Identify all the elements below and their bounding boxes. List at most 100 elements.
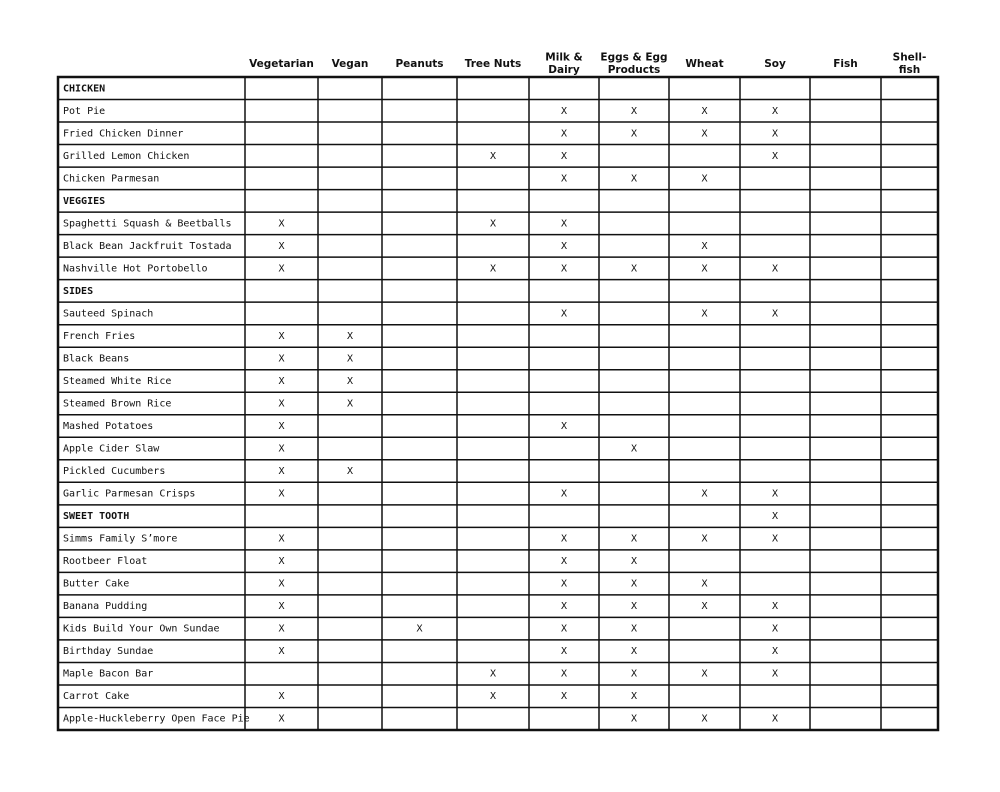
cell-mark: X [772, 646, 778, 657]
cell-mark: X [631, 601, 637, 612]
cell-mark: X [772, 601, 778, 612]
cell-mark: X [631, 534, 637, 545]
cell-mark: X [701, 669, 707, 680]
cell-mark: X [701, 534, 707, 545]
item-label: Pickled Cucumbers [63, 466, 165, 477]
cell-mark: X [347, 331, 353, 342]
section-label: SIDES [63, 286, 93, 297]
column-header: Vegetarian [249, 58, 314, 70]
table-border [56, 75, 940, 732]
cell-mark: X [278, 421, 284, 432]
item-label: Carrot Cake [63, 691, 129, 702]
cell-mark: X [701, 263, 707, 274]
cell-mark: X [631, 106, 637, 117]
cell-mark: X [347, 376, 353, 387]
cell-mark: X [561, 241, 567, 252]
cell-mark: X [772, 263, 778, 274]
item-label: Chicken Parmesan [63, 173, 159, 184]
cell-mark: X [278, 241, 284, 252]
cell-mark: X [631, 444, 637, 455]
cell-mark: X [772, 624, 778, 635]
cell-mark: X [631, 128, 637, 139]
item-label: Garlic Parmesan Crisps [63, 489, 195, 500]
item-label: French Fries [63, 331, 135, 342]
cell-mark: X [701, 241, 707, 252]
column-header: Tree Nuts [465, 58, 522, 70]
column-header: Shell- [893, 52, 927, 64]
item-label: Steamed Brown Rice [63, 399, 171, 410]
cell-mark: X [561, 151, 567, 162]
column-header: Dairy [548, 64, 580, 76]
cell-mark: X [278, 263, 284, 274]
cell-mark: X [416, 624, 422, 635]
cell-mark: X [701, 714, 707, 725]
cell-mark: X [278, 624, 284, 635]
column-header: fish [899, 64, 921, 76]
cell-mark: X [278, 534, 284, 545]
cell-mark: X [561, 489, 567, 500]
cell-mark: X [631, 646, 637, 657]
cell-mark: X [490, 691, 496, 702]
item-label: Apple-Huckleberry Open Face Pie [63, 714, 250, 725]
cell-mark: X [631, 669, 637, 680]
cell-mark: X [561, 421, 567, 432]
cell-mark: X [278, 331, 284, 342]
item-label: Nashville Hot Portobello [63, 263, 208, 274]
section-label: VEGGIES [63, 196, 105, 207]
cell-mark: X [701, 579, 707, 590]
item-label: Banana Pudding [63, 601, 147, 612]
cell-mark: X [278, 714, 284, 725]
column-header: Eggs & Egg [600, 52, 667, 64]
item-label: Kids Build Your Own Sundae [63, 624, 220, 635]
cell-mark: X [701, 128, 707, 139]
column-header: Fish [833, 58, 858, 70]
item-label: Rootbeer Float [63, 556, 147, 567]
cell-mark: X [631, 556, 637, 567]
cell-mark: X [631, 263, 637, 274]
cell-mark: X [631, 579, 637, 590]
cell-mark: X [561, 263, 567, 274]
cell-mark: X [701, 308, 707, 319]
cell-mark: X [561, 624, 567, 635]
cell-mark: X [561, 218, 567, 229]
item-label: Birthday Sundae [63, 646, 153, 657]
cell-mark: X [561, 646, 567, 657]
column-header: Peanuts [395, 58, 443, 70]
cell-mark: X [561, 556, 567, 567]
item-label: Grilled Lemon Chicken [63, 151, 189, 162]
cell-mark: X [490, 669, 496, 680]
cell-mark: X [772, 714, 778, 725]
cell-mark: X [561, 579, 567, 590]
item-label: Butter Cake [63, 579, 129, 590]
cell-mark: X [561, 173, 567, 184]
cell-mark: X [701, 106, 707, 117]
cell-mark: X [347, 353, 353, 364]
cell-mark: X [701, 601, 707, 612]
section-label: SWEET TOOTH [63, 511, 129, 522]
cell-mark: X [561, 601, 567, 612]
cell-mark: X [490, 218, 496, 229]
cell-mark: X [772, 151, 778, 162]
column-header: Wheat [685, 58, 723, 70]
cell-mark: X [772, 308, 778, 319]
cell-mark: X [278, 601, 284, 612]
cell-mark: X [772, 669, 778, 680]
item-label: Sauteed Spinach [63, 308, 153, 319]
cell-mark: X [631, 624, 637, 635]
cell-mark: X [772, 489, 778, 500]
cell-mark: X [631, 691, 637, 702]
item-label: Mashed Potatoes [63, 421, 153, 432]
item-label: Steamed White Rice [63, 376, 171, 387]
item-label: Black Beans [63, 353, 129, 364]
cell-mark: X [772, 534, 778, 545]
item-label: Apple Cider Slaw [63, 444, 160, 455]
cell-mark: X [631, 714, 637, 725]
item-label: Spaghetti Squash & Beetballs [63, 218, 232, 229]
cell-mark: X [278, 376, 284, 387]
cell-mark: X [278, 353, 284, 364]
cell-mark: X [347, 466, 353, 477]
cell-mark: X [278, 579, 284, 590]
cell-mark: X [631, 173, 637, 184]
